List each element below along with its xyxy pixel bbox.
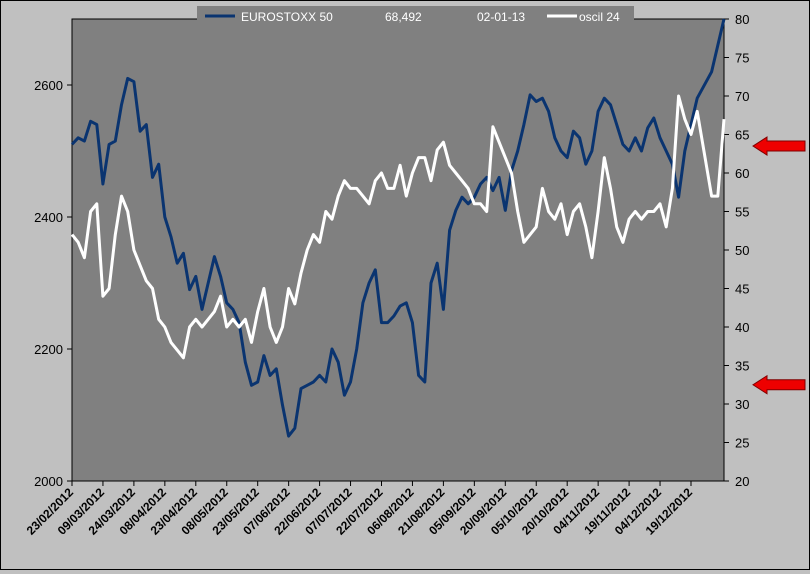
right-tick-label: 75 — [735, 51, 749, 66]
right-tick-label: 50 — [735, 243, 749, 258]
series-line-oscil — [70, 94, 726, 360]
red-arrow-marker — [752, 136, 806, 156]
right-y-axis: 20 25 30 35 40 45 50 55 60 65 70 75 80 — [724, 12, 749, 489]
right-tick-label: 35 — [735, 359, 749, 374]
series-layer — [70, 18, 726, 438]
right-tick-label: 70 — [735, 89, 749, 104]
right-tick-label: 55 — [735, 205, 749, 220]
plot-area — [71, 18, 725, 482]
right-tick-label: 45 — [735, 282, 749, 297]
right-tick-label: 60 — [735, 166, 749, 181]
legend-last-value: 68,492 — [385, 10, 422, 24]
legend-date: 02-01-13 — [477, 10, 525, 24]
left-tick-label: 2400 — [34, 210, 63, 225]
legend-box — [197, 6, 634, 26]
right-tick-label: 20 — [735, 474, 749, 489]
legend: EUROSTOXX 50 68,492 02-01-13 oscil 24 — [197, 6, 634, 26]
right-tick-label: 30 — [735, 397, 749, 412]
right-tick-label: 40 — [735, 320, 749, 335]
legend-label-eurostoxx: EUROSTOXX 50 — [241, 10, 333, 24]
x-axis: 23/02/201209/03/201224/03/201208/04/2012… — [24, 481, 695, 538]
legend-label-oscil: oscil 24 — [579, 10, 620, 24]
left-tick-label: 2200 — [34, 342, 63, 357]
red-arrow-marker — [752, 374, 806, 395]
left-y-axis: 2000 2200 2400 2600 — [34, 78, 72, 489]
series-line-eurostoxx — [70, 18, 726, 438]
left-tick-label: 2600 — [34, 78, 63, 93]
right-tick-label: 25 — [735, 436, 749, 451]
marker-layer — [752, 136, 806, 395]
right-tick-label: 65 — [735, 128, 749, 143]
right-tick-label: 80 — [735, 12, 749, 27]
left-tick-label: 2000 — [34, 474, 63, 489]
